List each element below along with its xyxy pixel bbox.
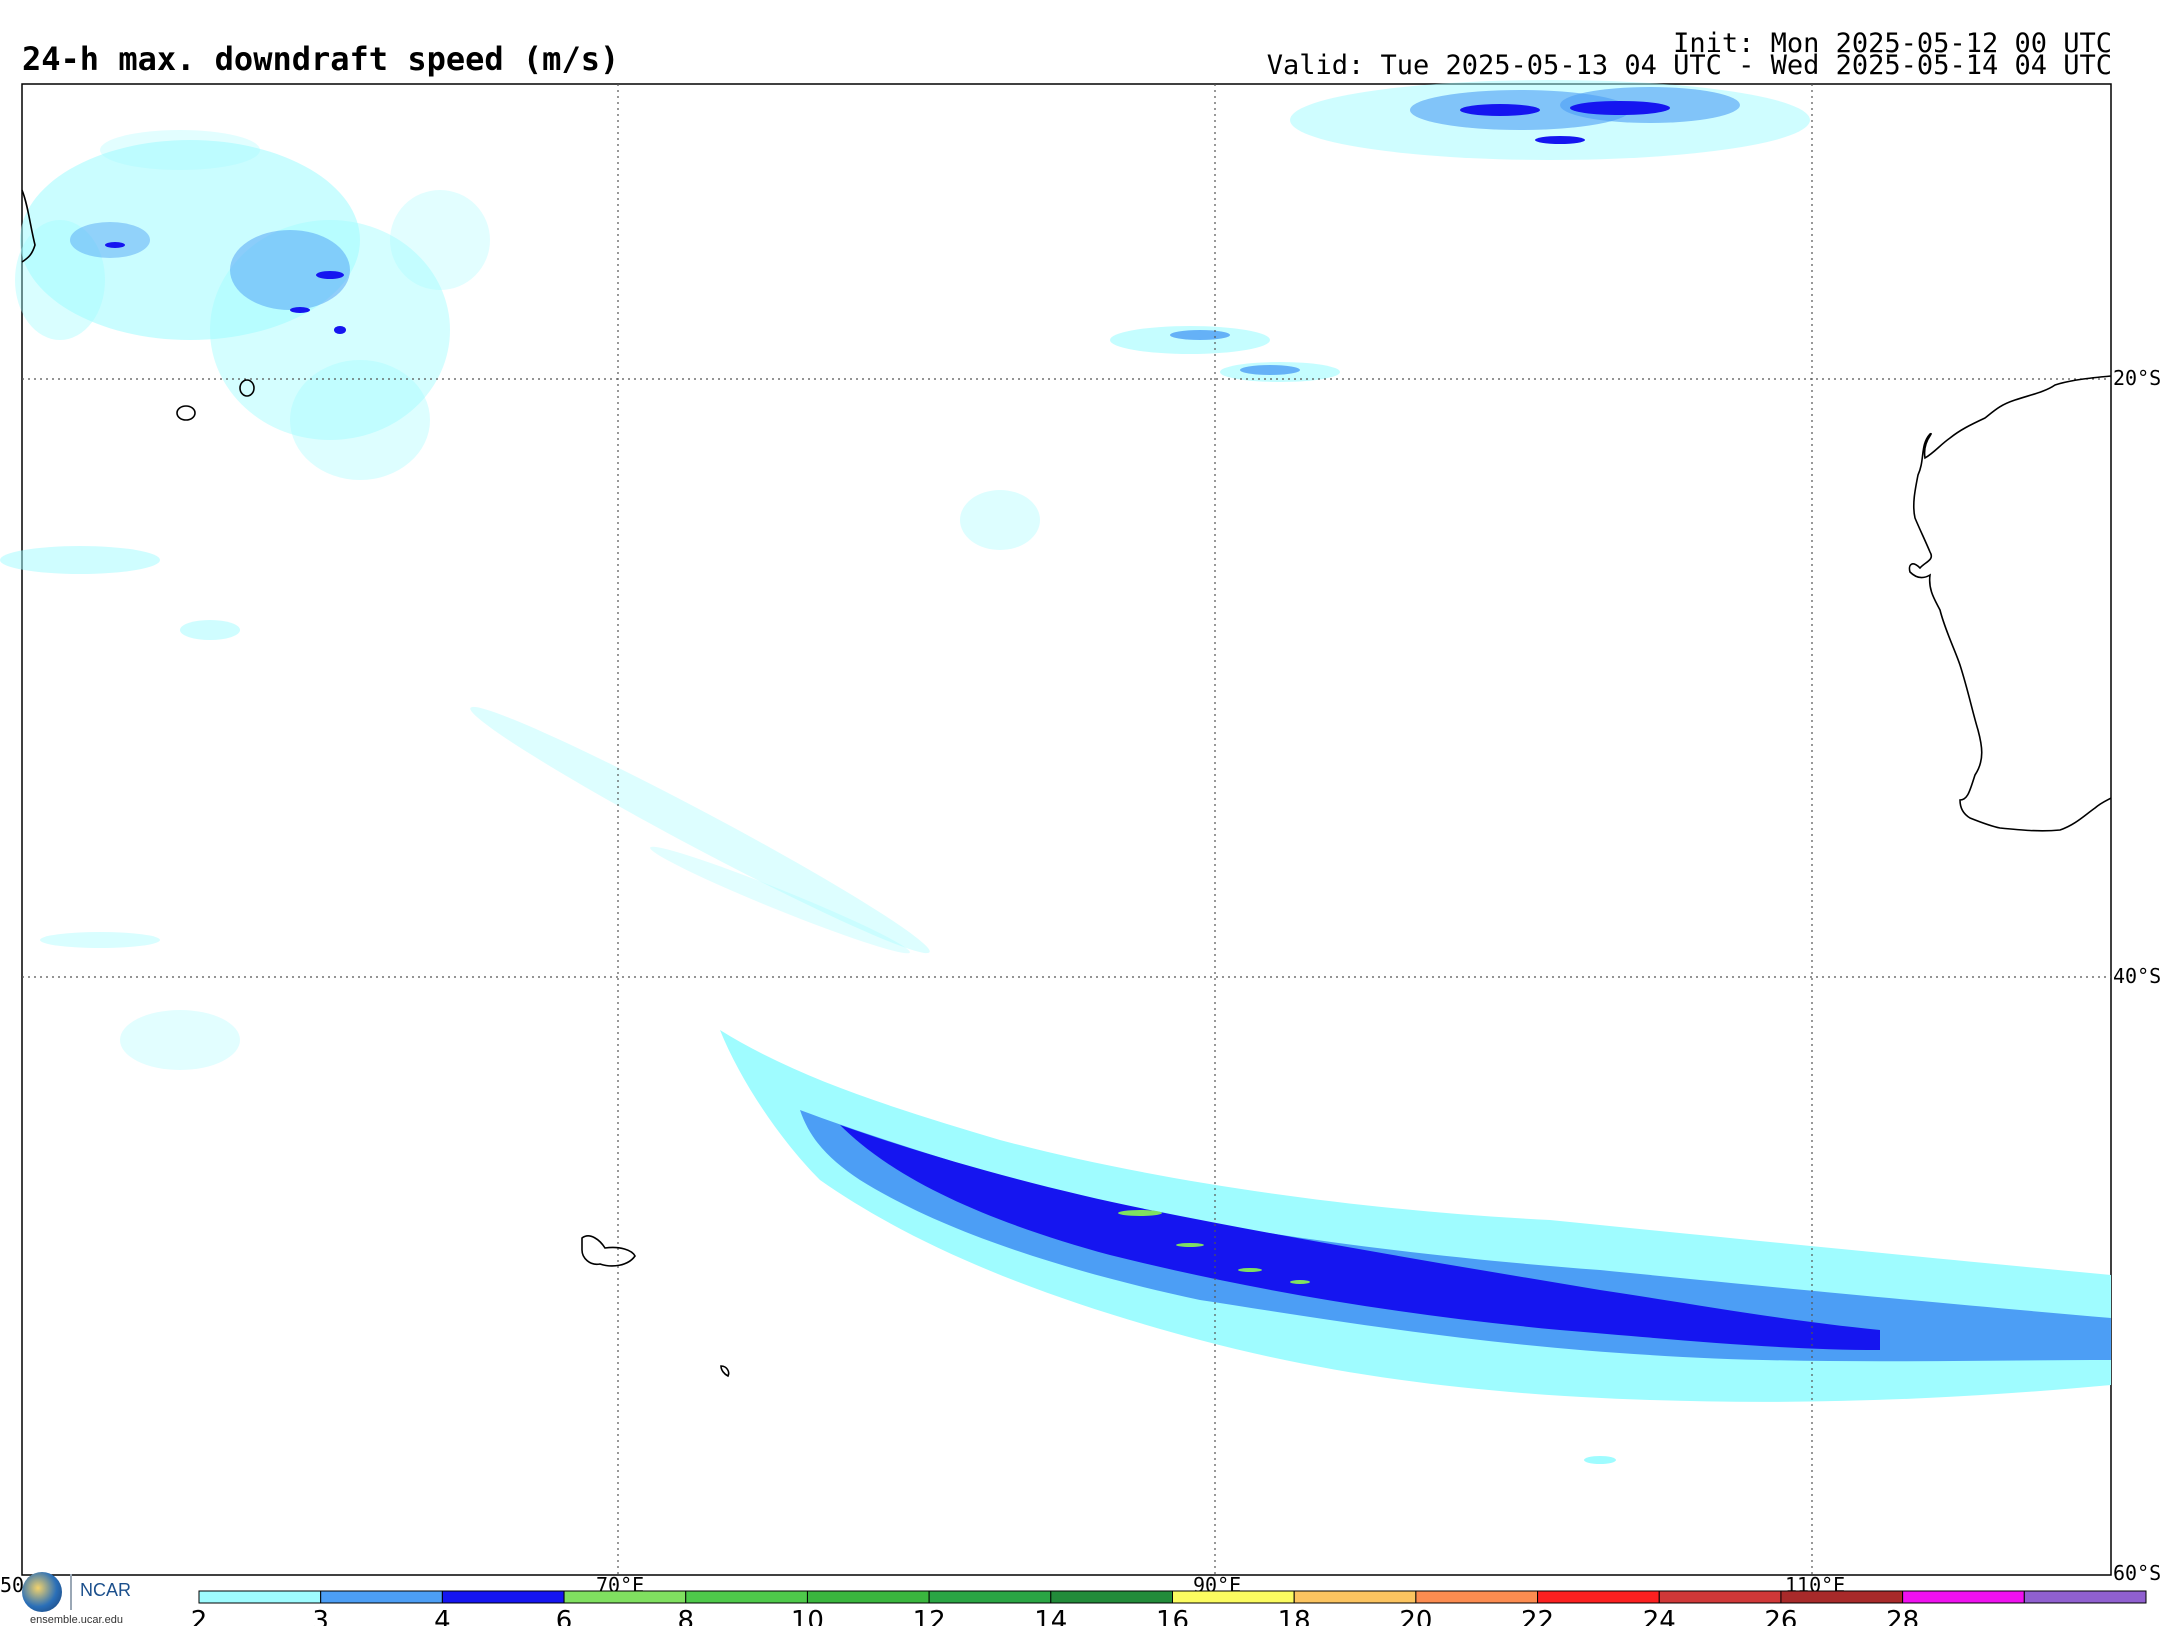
colorbar-swatch [2023, 1590, 2147, 1604]
colorbar-label: 2 [191, 1606, 208, 1626]
colorbar-label: 10 [791, 1606, 824, 1626]
downdraft-band-south [720, 1030, 2111, 1464]
gridlines [22, 84, 2111, 1575]
colorbar-swatch [198, 1590, 322, 1604]
colorbar-label: 16 [1156, 1606, 1189, 1626]
colorbar-label: 12 [913, 1606, 946, 1626]
lat-label-60s: 60°S [2113, 1561, 2160, 1585]
downdraft-field-north-dots [105, 101, 1670, 334]
colorbar-label: 4 [434, 1606, 451, 1626]
colorbar-label: 24 [1643, 1606, 1676, 1626]
colorbar-label: 28 [1886, 1606, 1919, 1626]
colorbar-swatch [1415, 1590, 1539, 1604]
colorbar-label: 20 [1399, 1606, 1432, 1626]
lat-label-20s: 20°S [2113, 366, 2160, 390]
colorbar-label: 18 [1278, 1606, 1311, 1626]
logo-area: NCAR ensemble.ucar.edu [22, 1572, 162, 1626]
init-time: Init: Mon 2025-05-12 00 UTC [1673, 28, 2112, 59]
lat-labels: 20°S 40°S 60°S [2113, 366, 2160, 1585]
colorbar-swatch [685, 1590, 808, 1604]
logo-divider [70, 1574, 72, 1610]
valid-time: Valid: Tue 2025-05-13 04 UTC - Wed 2025-… [1266, 50, 2112, 81]
colorbar-swatch [1902, 1590, 2025, 1604]
colorbar-label: 14 [1034, 1606, 1067, 1626]
nsf-logo-icon [22, 1572, 62, 1612]
colorbar-swatch [806, 1590, 930, 1604]
logo-url: ensemble.ucar.edu [30, 1614, 123, 1626]
colorbar-swatch [1780, 1590, 1904, 1604]
colorbar-label: 3 [312, 1606, 329, 1626]
chart-title: 24-h max. downdraft speed (m/s) [22, 40, 620, 78]
colorbar-swatch [441, 1590, 565, 1604]
colorbar-swatch [563, 1590, 687, 1604]
colorbar-label: 26 [1764, 1606, 1797, 1626]
colorbar-label: 22 [1521, 1606, 1554, 1626]
colorbar: 2 3 4 6 8 10 12 14 16 18 20 22 24 26 28 [191, 1590, 2147, 1626]
colorbar-label: 6 [556, 1606, 573, 1626]
colorbar-swatch [1050, 1590, 1173, 1604]
colorbar-swatch [1293, 1590, 1417, 1604]
colorbar-swatch [1658, 1590, 1782, 1604]
colorbar-swatch [928, 1590, 1052, 1604]
colorbar-swatch [320, 1590, 443, 1604]
colorbar-swatch [1537, 1590, 1660, 1604]
colorbar-label: 8 [677, 1606, 694, 1626]
colorbar-swatch [1172, 1590, 1295, 1604]
ncar-logo: NCAR [80, 1580, 132, 1600]
lat-label-40s: 40°S [2113, 964, 2160, 988]
land-outlines [21, 189, 2112, 1378]
